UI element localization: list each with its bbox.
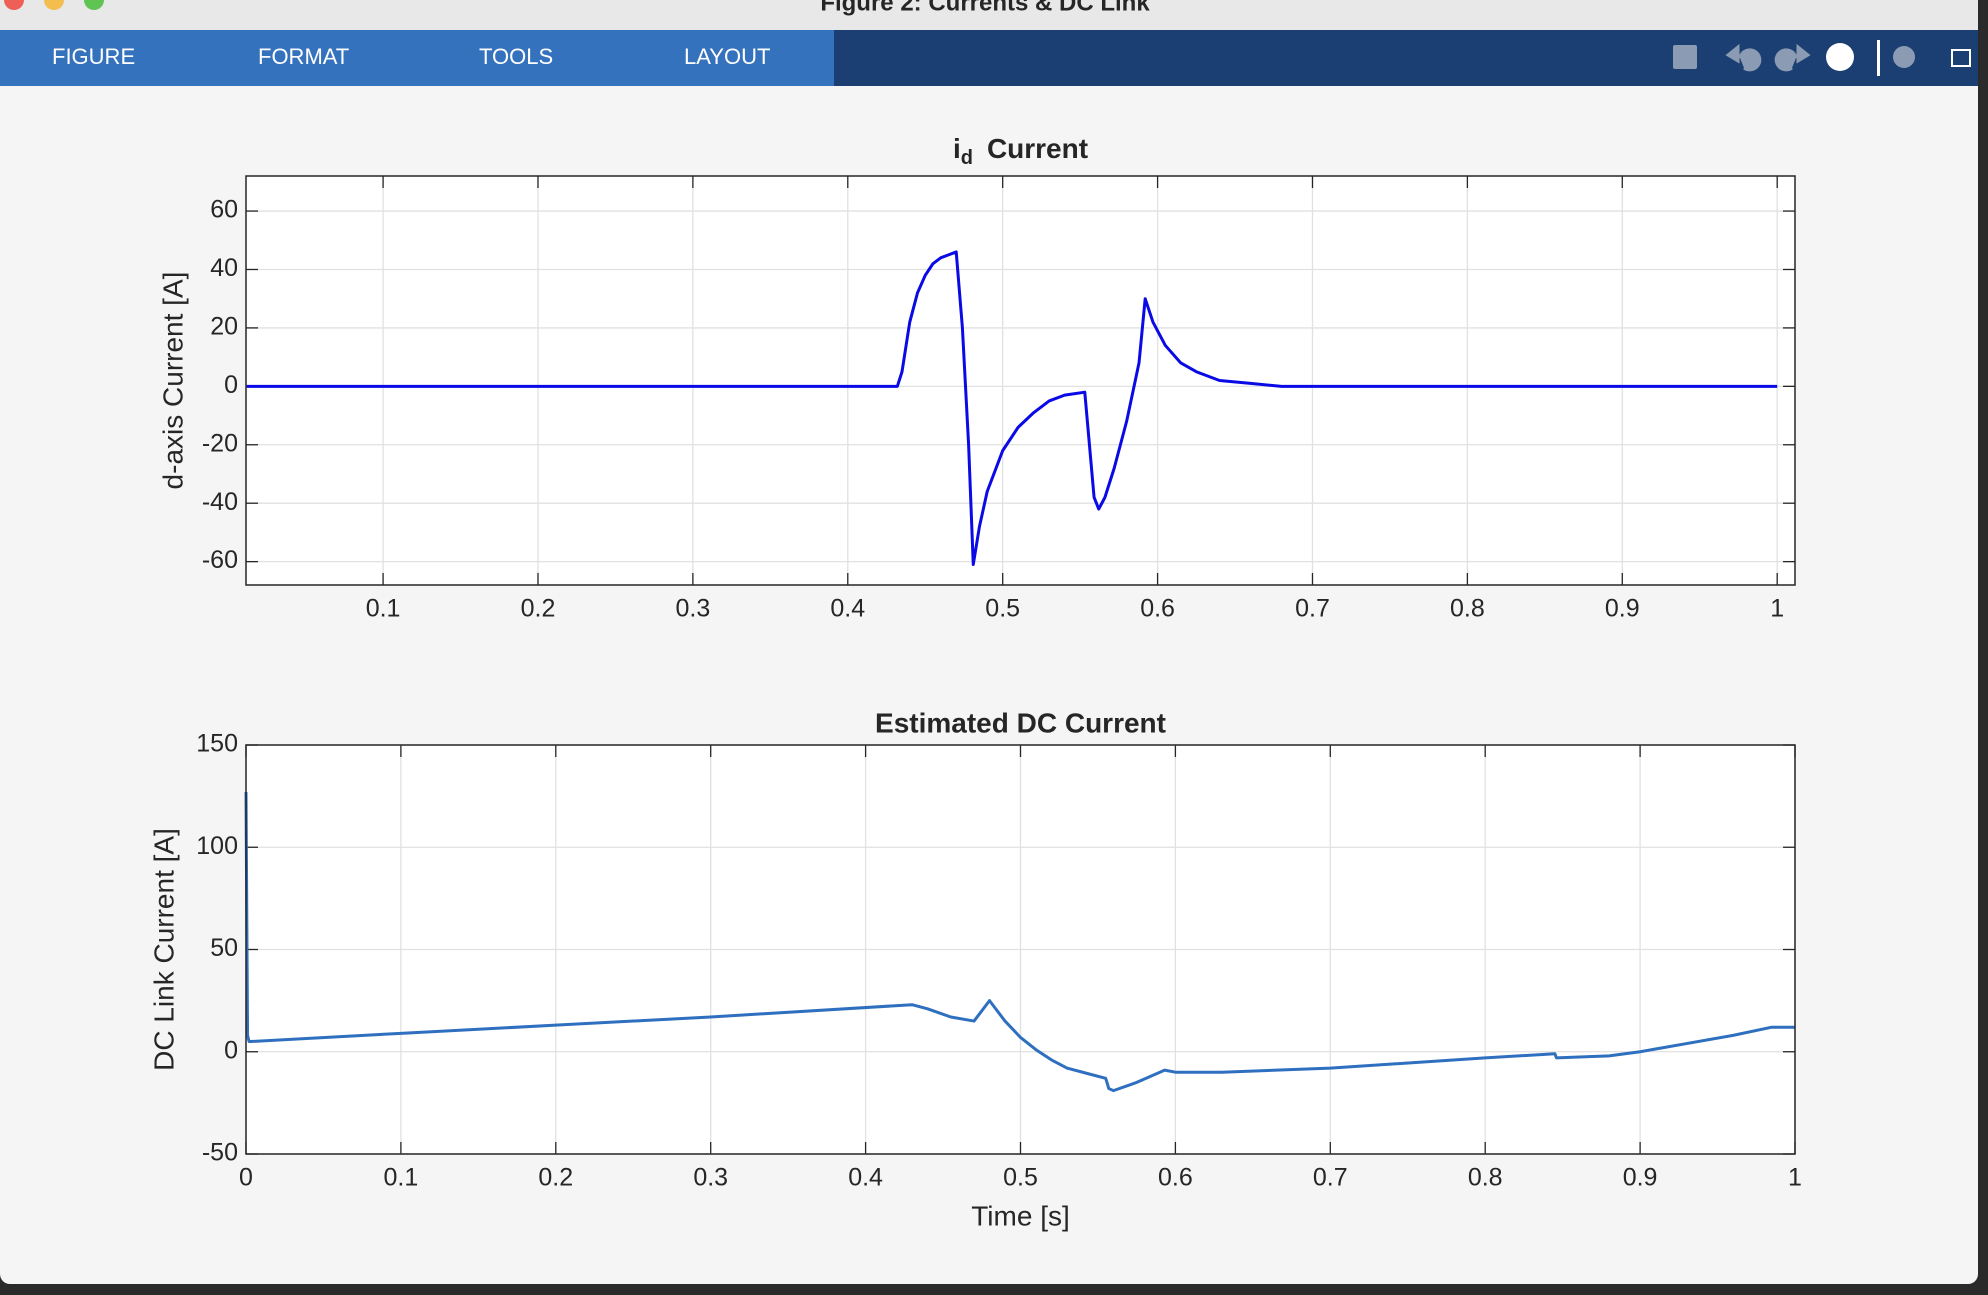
title-text: Current (987, 133, 1088, 164)
x-tick-label: 0.7 (1313, 1164, 1348, 1192)
x-tick-label: 0.3 (676, 595, 711, 623)
menu-icon[interactable] (1893, 46, 1915, 68)
x-tick-label: 0.8 (1468, 1164, 1503, 1192)
x-tick-label: 1 (1788, 1164, 1802, 1192)
x-tick-label: 0.4 (848, 1164, 883, 1192)
plot-area (246, 176, 1795, 585)
x-tick-label: 0.2 (521, 595, 556, 623)
y-tick-label: 0 (224, 371, 238, 399)
y-tick-label: 150 (196, 730, 238, 758)
chart-title: Estimated DC Current (875, 707, 1166, 738)
y-tick-label: 60 (210, 196, 238, 224)
tab[interactable]: LAYOUT (684, 44, 770, 69)
axes-box (245, 744, 1796, 1155)
x-tick-label: 0.1 (366, 595, 401, 623)
y-tick-label: 0 (224, 1036, 238, 1064)
minimize-button[interactable] (44, 0, 64, 10)
y-tick-label: 40 (210, 254, 238, 282)
tab[interactable]: TOOLS (479, 44, 553, 69)
title-text: i (953, 133, 961, 164)
y-tick-label: -40 (202, 488, 238, 516)
title-subscript: d (961, 147, 973, 169)
x-tick-label: 0.3 (693, 1164, 728, 1192)
x-tick-label: 0.4 (830, 595, 865, 623)
close-button[interactable] (4, 0, 24, 10)
x-tick-label: 1 (1770, 595, 1784, 623)
x-tick-label: 0.2 (538, 1164, 573, 1192)
undock-icon[interactable] (1951, 49, 1971, 67)
title-bar (0, 0, 1978, 30)
data-line (246, 250, 1778, 567)
y-axis-label: DC Link Current [A] (148, 828, 179, 1071)
undo-icon[interactable] (1725, 43, 1762, 72)
x-tick-label: 0.1 (384, 1164, 419, 1192)
separator (1877, 40, 1880, 76)
x-tick-label: 0.8 (1450, 595, 1485, 623)
redo-icon[interactable] (1774, 43, 1811, 72)
save-icon[interactable] (1673, 45, 1697, 69)
tab[interactable]: FORMAT (258, 44, 349, 69)
x-tick-label: 0.6 (1158, 1164, 1193, 1192)
plots: 0.1 0.2 0.3 0.4 0.5 0.6 0.7 0.8 0.9 1 -60 -40 -20 0 20… (148, 133, 1802, 1231)
x-tick-label: 0.5 (1003, 1164, 1038, 1192)
axes-box (245, 175, 1796, 586)
zoom-button[interactable] (84, 0, 104, 10)
help-icon[interactable] (1826, 43, 1854, 71)
x-tick-label: 0.9 (1623, 1164, 1658, 1192)
chart-title: id Current (953, 133, 1088, 169)
x-tick-label: 0 (239, 1164, 253, 1192)
x-axis-label: Time [s] (971, 1200, 1070, 1231)
y-tick-label: -60 (202, 546, 238, 574)
x-tick-label: 0.5 (985, 595, 1020, 623)
window-title: Figure 2: Currents & DC Link (820, 0, 1150, 16)
tab[interactable]: FIGURE (52, 44, 135, 69)
tab-strip (0, 30, 834, 86)
y-tick-label: -20 (202, 429, 238, 457)
y-axis-label: d-axis Current [A] (157, 272, 188, 490)
x-tick-label: 0.6 (1140, 595, 1175, 623)
data-line (244, 792, 1795, 1093)
y-tick-label: 50 (210, 934, 238, 962)
x-tick-label: 0.7 (1295, 595, 1330, 623)
y-tick-label: 100 (196, 832, 238, 860)
y-tick-label: 20 (210, 313, 238, 341)
x-tick-label: 0.9 (1605, 595, 1640, 623)
y-tick-label: -50 (202, 1139, 238, 1167)
